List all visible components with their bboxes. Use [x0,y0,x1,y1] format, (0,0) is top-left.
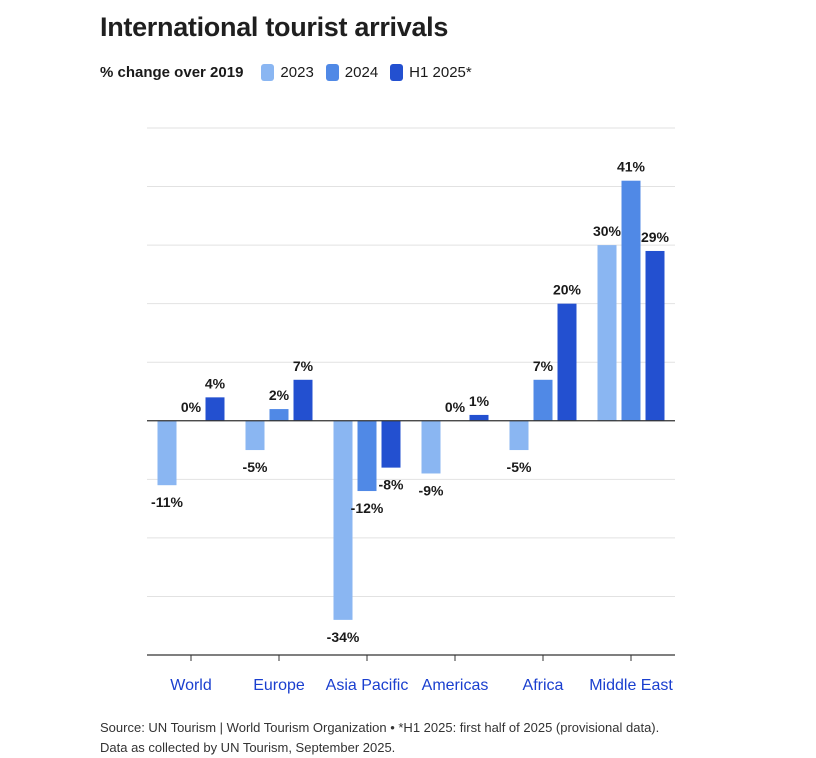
data-label-asia-pacific-2023: -34% [327,629,360,645]
source-line-1: Source: UN Tourism | World Tourism Organ… [100,720,660,735]
data-label-europe-h1-2025: 7% [293,358,314,374]
bar-africa-2024 [533,379,553,421]
bar-chart: -11%0%4%World-5%2%7%Europe-34%-12%-8%Asi… [147,127,675,694]
bar-middle-east-2024 [621,180,641,421]
chart-subtitle: % change over 2019 [100,64,244,81]
data-label-africa-h1-2025: 20% [553,282,582,298]
data-label-middle-east-2023: 30% [593,223,622,239]
legend-item-2023: 2023 [261,64,314,81]
data-label-africa-2023: -5% [507,459,532,475]
x-tick-label-africa: Africa [523,677,564,694]
data-label-americas-h1-2025: 1% [469,393,490,409]
x-tick-label-americas: Americas [422,677,489,694]
x-tick-label-middle-east: Middle East [589,677,673,694]
x-tick-label-asia-pacific: Asia Pacific [326,677,409,694]
x-tick-label-world: World [170,677,212,694]
data-label-middle-east-2024: 41% [617,159,646,175]
legend-swatch-2023 [261,64,275,81]
bar-africa-h1-2025 [557,303,577,421]
bar-asia-pacific-2024 [357,420,377,492]
bar-europe-2024 [269,409,289,421]
data-label-americas-2023: -9% [419,482,444,498]
bar-asia-pacific-h1-2025 [381,420,401,468]
data-label-europe-2024: 2% [269,387,290,403]
data-label-africa-2024: 7% [533,358,554,374]
bar-europe-h1-2025 [293,379,313,421]
legend-label-2023: 2023 [280,64,314,81]
data-label-americas-2024: 0% [445,399,466,415]
legend-item-h1-2025: H1 2025* [390,64,472,81]
legend-swatch-h1-2025 [390,64,404,81]
data-label-world-2024: 0% [181,399,202,415]
data-label-world-2023: -11% [151,494,183,510]
legend-item-2024: 2024 [325,64,379,81]
legend: % change over 2019 2023 2024 H1 2025* [100,64,484,81]
data-label-asia-pacific-2024: -12% [351,500,384,516]
bar-world-2023 [157,420,177,486]
bar-americas-h1-2025 [469,414,489,421]
bar-asia-pacific-2023 [333,420,353,620]
legend-label-h1-2025: H1 2025* [409,64,472,81]
bar-africa-2023 [509,420,529,451]
source-line-2: Data as collected by UN Tourism, Septemb… [100,740,396,755]
source-note: Source: UN Tourism | World Tourism Organ… [100,718,740,758]
bar-middle-east-2023 [597,245,617,421]
chart-title: International tourist arrivals [100,12,449,42]
data-label-asia-pacific-h1-2025: -8% [379,477,404,493]
bar-europe-2023 [245,420,265,451]
bar-americas-2023 [421,420,441,474]
bar-world-h1-2025 [205,397,225,421]
data-label-europe-2023: -5% [243,459,268,475]
legend-label-2024: 2024 [344,64,379,81]
bar-middle-east-h1-2025 [645,250,665,421]
x-tick-label-europe: Europe [253,677,305,694]
data-label-world-h1-2025: 4% [205,375,226,391]
legend-swatch-2024 [325,64,339,81]
data-label-middle-east-h1-2025: 29% [641,229,670,245]
